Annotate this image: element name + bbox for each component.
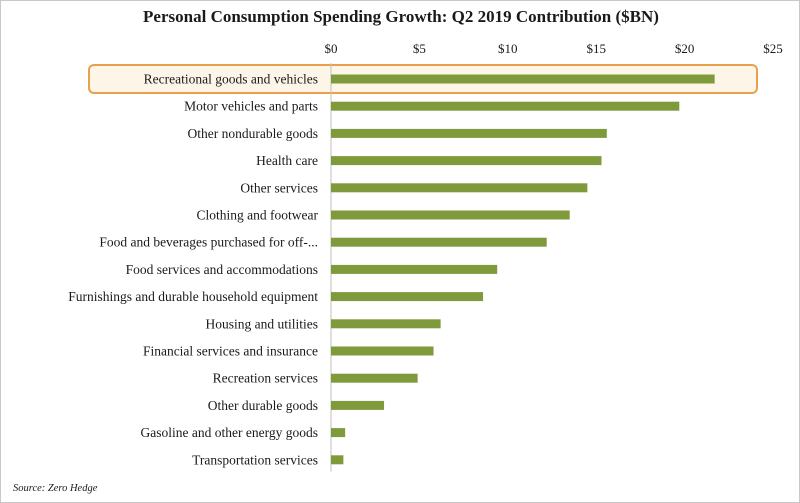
category-label: Motor vehicles and parts xyxy=(184,99,318,114)
category-label: Food and beverages purchased for off-... xyxy=(99,235,318,250)
x-tick-label: $20 xyxy=(675,41,695,56)
bar xyxy=(331,346,434,356)
category-label: Financial services and insurance xyxy=(143,344,318,359)
category-label: Health care xyxy=(256,153,318,168)
bar xyxy=(331,319,441,329)
bar xyxy=(331,373,418,383)
x-tick-label: $15 xyxy=(586,41,606,56)
bar xyxy=(331,128,607,138)
x-tick-label: $5 xyxy=(413,41,426,56)
bar xyxy=(331,156,602,166)
bar xyxy=(331,101,680,111)
category-label: Clothing and footwear xyxy=(197,208,319,223)
bar xyxy=(331,210,570,220)
bar xyxy=(331,400,385,410)
category-label: Other services xyxy=(240,180,318,195)
bar xyxy=(331,428,346,438)
chart-title: Personal Consumption Spending Growth: Q2… xyxy=(143,7,659,26)
bar xyxy=(331,455,344,465)
bar xyxy=(331,292,484,302)
category-label: Recreational goods and vehicles xyxy=(144,72,318,87)
x-tick-label: $25 xyxy=(763,41,783,56)
bar xyxy=(331,237,547,247)
bar xyxy=(331,74,715,84)
bar xyxy=(331,264,498,274)
category-label: Recreation services xyxy=(213,371,318,386)
category-label: Furnishings and durable household equipm… xyxy=(68,289,318,304)
category-label: Food services and accommodations xyxy=(126,262,318,277)
category-label: Other durable goods xyxy=(208,398,318,413)
x-tick-label: $0 xyxy=(325,41,338,56)
source-note: Source: Zero Hedge xyxy=(13,483,98,494)
category-label: Housing and utilities xyxy=(206,316,319,331)
x-tick-label: $10 xyxy=(498,41,518,56)
category-label: Other nondurable goods xyxy=(188,126,318,141)
category-label: Gasoline and other energy goods xyxy=(141,425,318,440)
bar xyxy=(331,183,588,193)
category-label: Transportation services xyxy=(192,452,318,467)
